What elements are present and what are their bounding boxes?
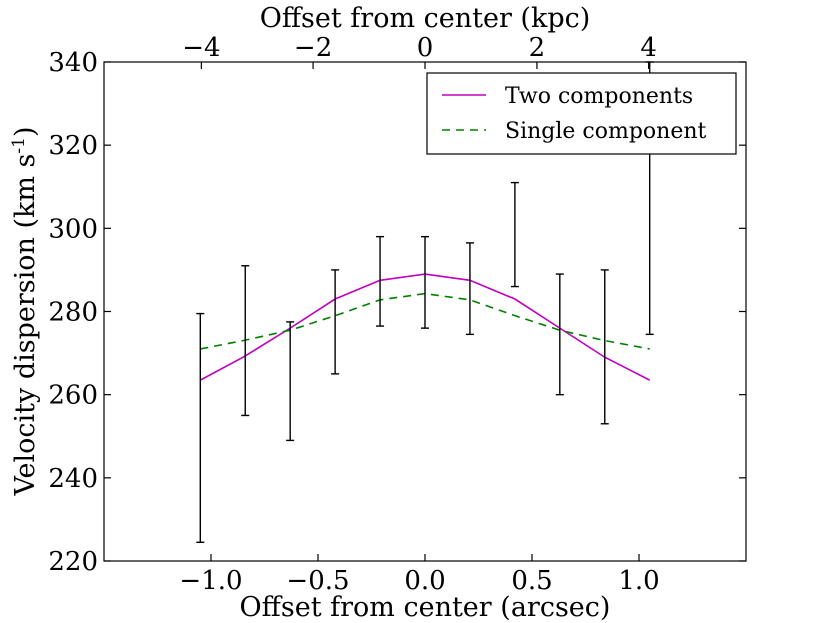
top-tick-label: 2 [529, 33, 546, 63]
tick-labels: −1.0 −0.5 0.0 0.5 1.0 −4 −2 0 2 4 220 240 260 280 300 3… [48, 33, 659, 596]
legend-label-single-component: Single component [505, 119, 707, 144]
error-bar [241, 265, 250, 417]
error-bar [331, 269, 340, 375]
error-bar [465, 242, 474, 336]
error-bar [600, 269, 609, 425]
y-tick-label: 340 [48, 48, 98, 78]
legend-box [426, 72, 737, 155]
y-tick-label: 260 [48, 381, 98, 411]
plot-frame [103, 61, 747, 562]
y-tick-label: 280 [48, 298, 98, 328]
y-axis-title-main: Velocity dispersion (km s [10, 154, 41, 497]
error-bar [196, 312, 205, 543]
x-tick-label: −0.5 [286, 566, 349, 596]
y-axis-title: Velocity dispersion (km s-1) [9, 126, 41, 496]
top-tick-label: −4 [182, 33, 220, 63]
x-tick-label: −1.0 [179, 566, 242, 596]
top-tick-label: −2 [294, 33, 332, 63]
error-bar [555, 273, 564, 396]
y-tick-label: 240 [48, 464, 98, 494]
y-tick-label: 300 [48, 214, 98, 244]
error-bar [510, 181, 519, 288]
x-tick-label: 1.0 [618, 566, 659, 596]
top-tick-label: 4 [640, 33, 657, 63]
error-bar [286, 321, 295, 442]
series-line-single-component [200, 292, 650, 350]
y-axis-title-close: ) [10, 126, 41, 137]
x-tick-label: 0.5 [511, 566, 552, 596]
error-bar [376, 235, 385, 327]
x-top-axis-title: Offset from center (kpc) [260, 3, 591, 34]
legend: Two components Single component [426, 72, 737, 155]
y-axis-title-sup: -1 [9, 137, 29, 154]
x-tick-label: 0.0 [404, 566, 445, 596]
legend-label-two-components: Two components [505, 84, 693, 109]
y-tick-label: 220 [48, 547, 98, 577]
top-tick-label: 0 [417, 33, 434, 63]
error-bar [421, 235, 429, 329]
x-axis-title: Offset from center (arcsec) [240, 592, 611, 623]
y-tick-label: 320 [48, 131, 98, 161]
